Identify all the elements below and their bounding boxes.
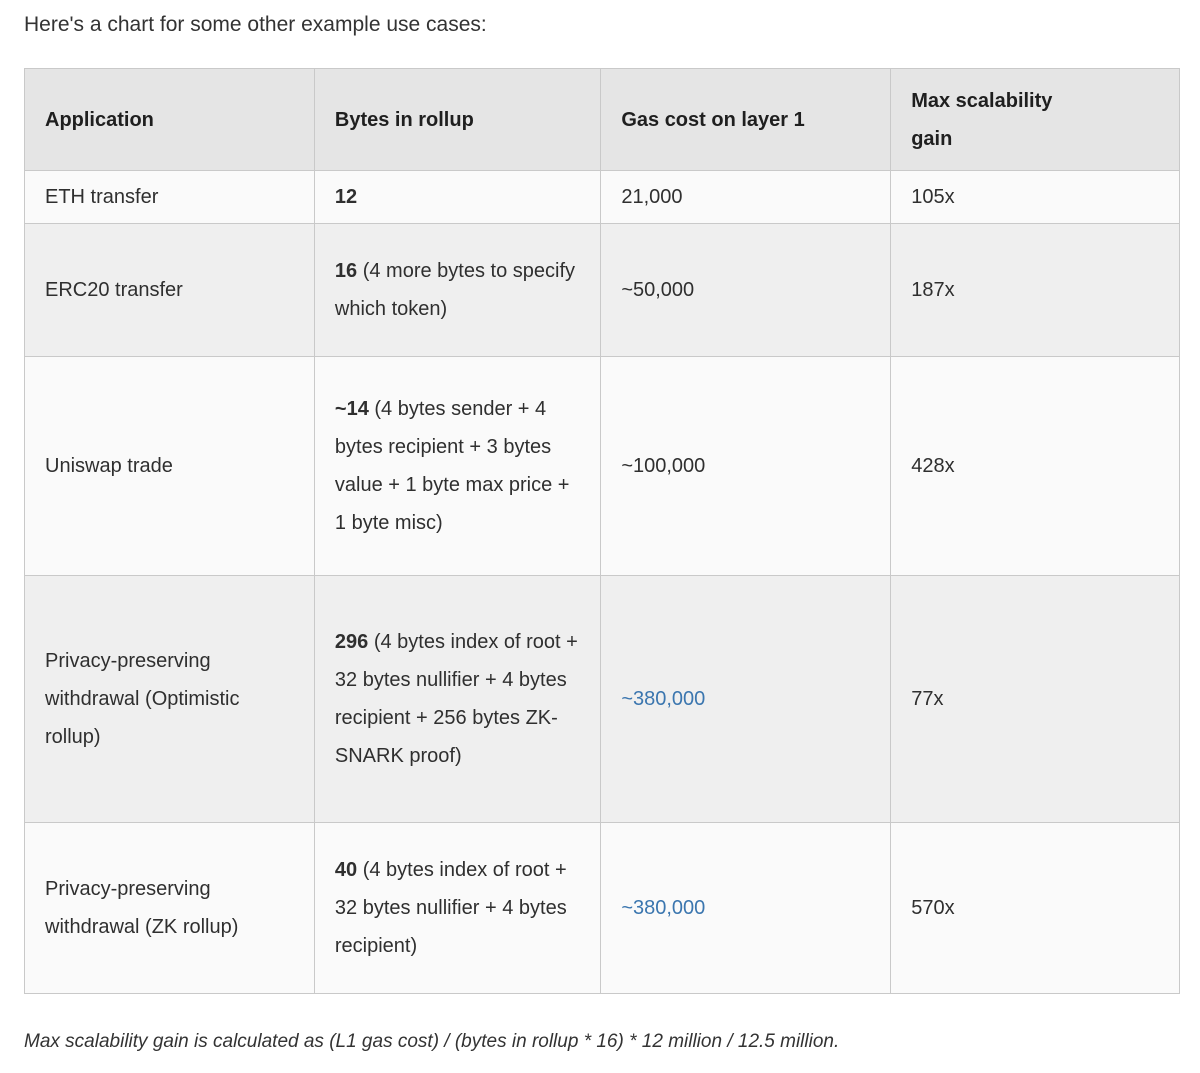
bytes-value: 12: [334, 186, 358, 208]
gas-cost-link[interactable]: ~380,000: [621, 897, 706, 919]
header-application: Application: [24, 68, 315, 171]
scalability-gain-cell: 77x: [890, 575, 1180, 823]
scalability-gain-cell: 105x: [890, 170, 1180, 224]
application-cell: ERC20 transfer: [24, 223, 315, 357]
gas-cost-cell: ~50,000: [600, 223, 892, 357]
application-cell: Uniswap trade: [24, 356, 315, 576]
header-max-scalability-gain: Max scalability gain: [890, 68, 1180, 171]
header-bytes-in-rollup: Bytes in rollup: [313, 68, 602, 171]
bytes-detail: (4 bytes index of root + 32 bytes nullif…: [334, 631, 578, 767]
gas-cost-cell: ~380,000: [600, 575, 892, 823]
scalability-gain-cell: 428x: [890, 356, 1180, 576]
bytes-cell: 296 (4 bytes index of root + 32 bytes nu…: [313, 575, 602, 823]
application-cell: Privacy-preserving withdrawal (Optimisti…: [24, 575, 315, 823]
table-row-uniswap-trade: Uniswap trade ~14 (4 bytes sender + 4 by…: [24, 356, 1180, 576]
bytes-value: 16: [334, 260, 358, 282]
bytes-detail: (4 bytes sender + 4 bytes recipient + 3 …: [334, 398, 570, 534]
header-max-scalability-gain-label: Max scalability gain: [911, 89, 1053, 150]
header-gas-cost: Gas cost on layer 1: [600, 68, 892, 171]
header-row: Application Bytes in rollup Gas cost on …: [24, 68, 1180, 171]
table-row-privacy-withdrawal-zk: Privacy-preserving withdrawal (ZK rollup…: [24, 822, 1180, 994]
footnote-text: Max scalability gain is calculated as (L…: [24, 1031, 840, 1052]
bytes-value: 296: [334, 631, 369, 653]
table-body: ETH transfer 12 21,000 105x ERC20 transf…: [24, 170, 1180, 994]
scalability-gain-cell: 570x: [890, 822, 1180, 994]
bytes-cell: ~14 (4 bytes sender + 4 bytes recipient …: [313, 356, 602, 576]
table-row-eth-transfer: ETH transfer 12 21,000 105x: [24, 170, 1180, 224]
application-cell: Privacy-preserving withdrawal (ZK rollup…: [24, 822, 315, 994]
gas-cost-cell: ~100,000: [600, 356, 892, 576]
bytes-detail: (4 more bytes to specify which token): [334, 260, 576, 320]
bytes-cell: 12: [313, 170, 602, 224]
bytes-cell: 40 (4 bytes index of root + 32 bytes nul…: [313, 822, 602, 994]
table-header: Application Bytes in rollup Gas cost on …: [24, 68, 1180, 171]
gas-cost-cell: ~380,000: [600, 822, 892, 994]
bytes-cell: 16 (4 more bytes to specify which token): [313, 223, 602, 357]
use-cases-table: Application Bytes in rollup Gas cost on …: [24, 68, 1180, 994]
bytes-detail: (4 bytes index of root + 32 bytes nullif…: [334, 859, 567, 957]
gas-cost-link[interactable]: ~380,000: [621, 688, 706, 710]
intro-text: Here's a chart for some other example us…: [24, 13, 487, 36]
scalability-gain-cell: 187x: [890, 223, 1180, 357]
bytes-value: ~14: [334, 398, 369, 420]
table-row-erc20-transfer: ERC20 transfer 16 (4 more bytes to speci…: [24, 223, 1180, 357]
application-cell: ETH transfer: [24, 170, 315, 224]
bytes-value: 40: [334, 859, 358, 881]
gas-cost-cell: 21,000: [600, 170, 892, 224]
table-row-privacy-withdrawal-optimistic: Privacy-preserving withdrawal (Optimisti…: [24, 575, 1180, 823]
